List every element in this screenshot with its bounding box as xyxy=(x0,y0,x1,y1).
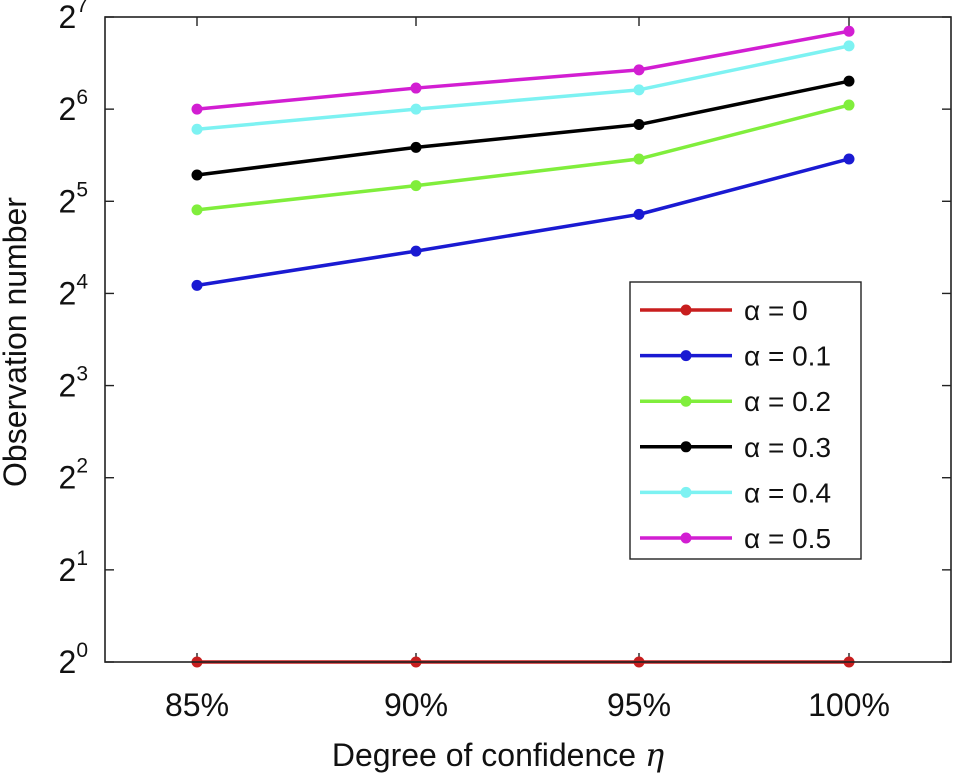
legend-marker xyxy=(680,350,692,362)
data-point xyxy=(633,208,645,220)
series-line xyxy=(196,29,850,111)
x-tick-label: 95% xyxy=(607,687,671,723)
series-line xyxy=(196,157,850,288)
y-tick-label: 26 xyxy=(59,86,88,127)
y-axis-ticks: 20 21 22 23 24 25 26 27 xyxy=(59,0,951,680)
y-tick-label: 24 xyxy=(59,270,89,311)
data-point xyxy=(191,204,203,216)
legend-label: α = 0.3 xyxy=(744,432,831,463)
x-axis-label: Degree of confidence η xyxy=(332,736,664,774)
data-point xyxy=(410,245,422,257)
data-point xyxy=(843,153,855,165)
data-point xyxy=(191,123,203,135)
x-tick-label: 100% xyxy=(808,687,890,723)
data-point xyxy=(843,75,855,87)
data-point xyxy=(843,99,855,111)
data-point xyxy=(410,141,422,153)
legend-box xyxy=(629,281,862,560)
data-point xyxy=(191,103,203,115)
legend: α = 0 α = 0.1 α = 0.2 α = 0.3 α = 0.4 α = 0.5 xyxy=(629,281,862,560)
data-point xyxy=(410,180,422,192)
y-tick-label: 25 xyxy=(59,178,88,219)
data-point xyxy=(633,84,645,96)
data-point xyxy=(633,153,645,165)
data-point xyxy=(191,169,203,181)
legend-label: α = 0.5 xyxy=(744,523,831,554)
legend-label: α = 0.2 xyxy=(744,386,831,417)
data-point xyxy=(410,82,422,94)
y-tick-label: 23 xyxy=(59,363,88,404)
data-point xyxy=(191,279,203,291)
series-line xyxy=(196,44,850,132)
data-point xyxy=(633,119,645,131)
legend-marker xyxy=(680,532,692,544)
data-point xyxy=(843,25,855,37)
data-point xyxy=(410,103,422,115)
legend-marker xyxy=(680,441,692,453)
series-line xyxy=(196,103,850,212)
y-tick-label: 27 xyxy=(59,0,88,35)
legend-label: α = 0 xyxy=(744,295,808,326)
x-tick-label: 90% xyxy=(384,687,448,723)
x-axis-ticks: 85% 90% 95% 100% xyxy=(165,17,890,723)
y-axis-label: Observation number xyxy=(0,197,33,487)
legend-marker xyxy=(680,395,692,407)
data-point xyxy=(633,64,645,76)
y-tick-label: 21 xyxy=(59,547,88,588)
x-tick-label: 85% xyxy=(165,687,229,723)
series-layer xyxy=(191,25,855,668)
series-line xyxy=(196,79,850,177)
legend-marker xyxy=(680,486,692,498)
legend-label: α = 0.1 xyxy=(744,341,831,372)
legend-marker xyxy=(680,304,692,316)
legend-label: α = 0.4 xyxy=(744,477,831,508)
data-point xyxy=(843,40,855,52)
y-tick-label: 22 xyxy=(59,455,88,496)
y-tick-label: 20 xyxy=(59,639,88,680)
plot-frame xyxy=(104,16,952,663)
